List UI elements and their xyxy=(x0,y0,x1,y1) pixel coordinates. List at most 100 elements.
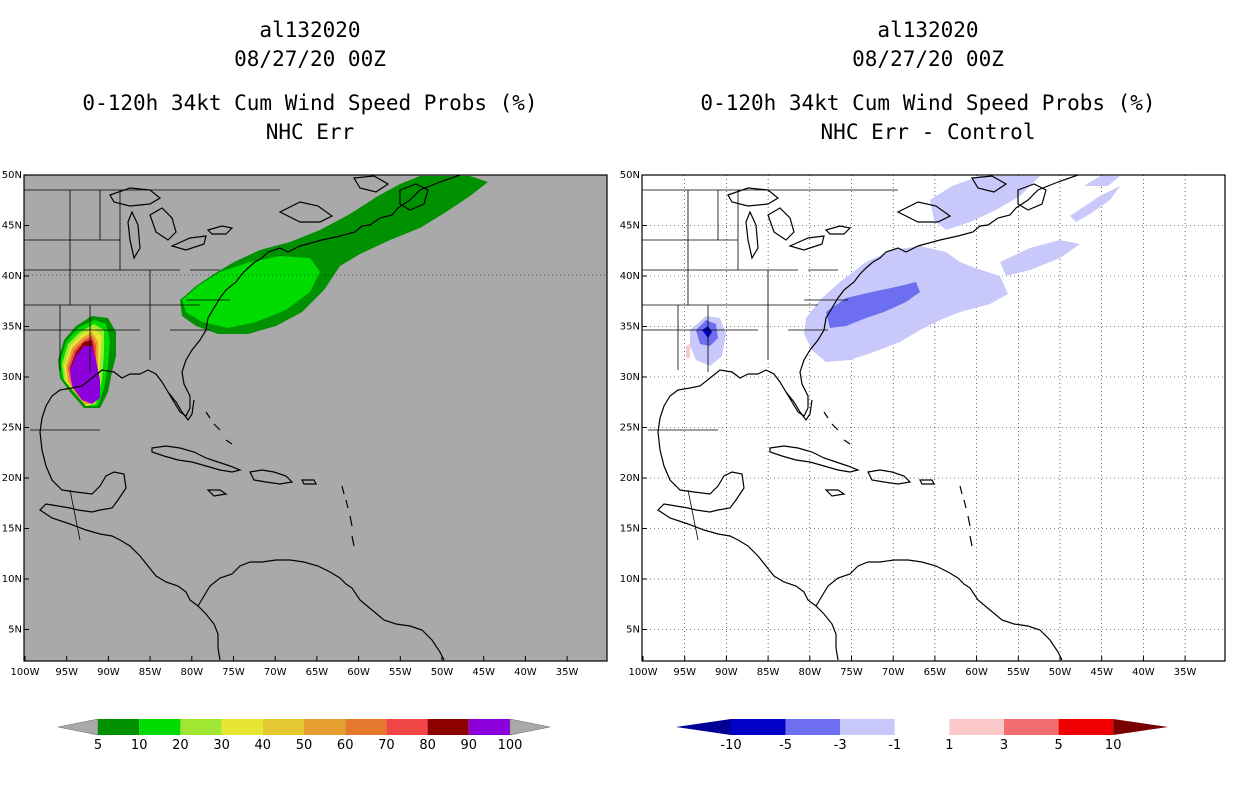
right-colorbar-swatch xyxy=(894,719,950,735)
right-lat-label: 15N xyxy=(620,524,640,535)
left-title-storm-id: al132020 xyxy=(259,18,361,42)
right-colorbar-label: -1 xyxy=(888,738,901,753)
right-diff-minus1-streak3 xyxy=(1084,176,1120,186)
right-map-background xyxy=(642,175,1225,661)
right-map-frame xyxy=(641,174,1226,662)
right-diff-minus3-area xyxy=(826,282,920,328)
left-colorbar-swatch xyxy=(262,719,304,735)
right-colorbar-label: 5 xyxy=(1054,738,1062,753)
right-lat-label: 25N xyxy=(620,423,640,434)
right-lon-label: 65W xyxy=(924,667,947,678)
right-title-storm-id: al132020 xyxy=(877,18,979,42)
right-lon-label: 85W xyxy=(757,667,780,678)
left-lon-label: 95W xyxy=(55,667,78,678)
left-colorbar-extend-low xyxy=(57,718,99,736)
right-lon-label: 70W xyxy=(882,667,905,678)
left-lon-label: 80W xyxy=(180,667,203,678)
left-lon-label: 70W xyxy=(264,667,287,678)
left-lon-label: 55W xyxy=(389,667,412,678)
left-title-config: NHC Err xyxy=(265,120,355,144)
left-lon-label: 65W xyxy=(306,667,329,678)
right-colorbar-swatch xyxy=(1058,719,1114,735)
right-diff-minus1-north xyxy=(930,176,1040,230)
right-lon-label: 50W xyxy=(1049,667,1072,678)
left-colorbar-label: 20 xyxy=(172,738,189,753)
right-lat-label: 40N xyxy=(620,271,640,282)
right-lon-label: 55W xyxy=(1007,667,1030,678)
right-lon-label: 75W xyxy=(840,667,863,678)
right-lon-label: 95W xyxy=(673,667,696,678)
right-diff-minus1-streak1 xyxy=(1000,240,1080,276)
right-lat-label: 10N xyxy=(620,574,640,585)
left-colorbar: 5 10 20 30 40 50 60 70 80 90 100 xyxy=(57,718,551,753)
left-lon-label: 45W xyxy=(472,667,495,678)
right-lon-label: 60W xyxy=(965,667,988,678)
left-lat-label: 20N xyxy=(2,473,22,484)
left-colorbar-swatch xyxy=(386,719,428,735)
left-lon-label: 35W xyxy=(556,667,579,678)
right-diff-landfall-minus5 xyxy=(702,326,712,338)
right-lon-label: 40W xyxy=(1132,667,1155,678)
left-colorbar-label: 70 xyxy=(378,738,395,753)
left-lat-label: 10N xyxy=(2,574,22,585)
left-lat-label: 45N xyxy=(2,221,22,232)
right-title-product: 0-120h 34kt Cum Wind Speed Probs (%) xyxy=(700,91,1156,115)
left-colorbar-label: 60 xyxy=(337,738,354,753)
left-lon-label: 75W xyxy=(222,667,245,678)
left-map-frame xyxy=(23,174,608,662)
right-colorbar-swatch xyxy=(785,719,841,735)
left-title-date: 08/27/20 00Z xyxy=(234,47,386,71)
right-title-date: 08/27/20 00Z xyxy=(852,47,1004,71)
right-lat-label: 50N xyxy=(620,170,640,181)
left-colorbar-label: 80 xyxy=(419,738,436,753)
left-colorbar-swatch xyxy=(345,719,387,735)
right-lon-label: 90W xyxy=(715,667,738,678)
left-lat-label: 25N xyxy=(2,423,22,434)
left-colorbar-label: 90 xyxy=(461,738,478,753)
left-prob-10-20-area xyxy=(182,256,320,328)
left-title-product: 0-120h 34kt Cum Wind Speed Probs (%) xyxy=(82,91,538,115)
right-diff-minus1-area xyxy=(804,246,1008,362)
right-lat-label: 20N xyxy=(620,473,640,484)
left-colorbar-label: 10 xyxy=(131,738,148,753)
left-colorbar-swatch xyxy=(427,719,469,735)
left-lat-label: 30N xyxy=(2,372,22,383)
right-colorbar-swatch xyxy=(1004,719,1059,735)
left-lon-label: 50W xyxy=(431,667,454,678)
right-lat-label: 35N xyxy=(620,322,640,333)
right-lon-label: 80W xyxy=(798,667,821,678)
left-colorbar-label: 5 xyxy=(94,738,102,753)
left-colorbar-label: 100 xyxy=(498,738,523,753)
left-colorbar-swatch xyxy=(98,719,140,735)
right-lat-label: 45N xyxy=(620,221,640,232)
right-lat-label: 5N xyxy=(626,625,640,636)
right-colorbar-extend-high xyxy=(1113,719,1169,735)
left-colorbar-label: 30 xyxy=(213,738,230,753)
right-colorbar-label: -5 xyxy=(779,738,792,753)
right-diff-minus1-streak2 xyxy=(1070,186,1120,222)
right-lon-label: 100W xyxy=(629,667,658,678)
left-lat-label: 35N xyxy=(2,322,22,333)
left-colorbar-label: 50 xyxy=(296,738,313,753)
right-lat-label: 30N xyxy=(620,372,640,383)
right-colorbar-label: 3 xyxy=(1000,738,1008,753)
left-lon-label: 60W xyxy=(347,667,370,678)
right-map xyxy=(641,174,1226,662)
left-colorbar-extend-high xyxy=(509,718,551,736)
left-lon-label: 90W xyxy=(97,667,120,678)
left-colorbar-swatch xyxy=(304,719,346,735)
left-lon-label: 40W xyxy=(514,667,537,678)
left-map xyxy=(23,174,608,662)
right-colorbar-swatch xyxy=(949,719,1004,735)
right-lon-label: 35W xyxy=(1174,667,1197,678)
right-title-config: NHC Err - Control xyxy=(820,120,1036,144)
left-lon-label: 85W xyxy=(139,667,162,678)
left-prob-landfall-100 xyxy=(70,346,100,404)
right-colorbar-label: -3 xyxy=(834,738,847,753)
right-diff-plus1-area xyxy=(686,344,690,358)
left-lat-label: 40N xyxy=(2,271,22,282)
left-axis-labels: 50N 45N 40N 35N 30N 25N 20N 15N 10N 5N 100W 95W 90W 8… xyxy=(2,170,579,678)
left-colorbar-swatch xyxy=(139,719,181,735)
right-lon-label: 45W xyxy=(1090,667,1113,678)
